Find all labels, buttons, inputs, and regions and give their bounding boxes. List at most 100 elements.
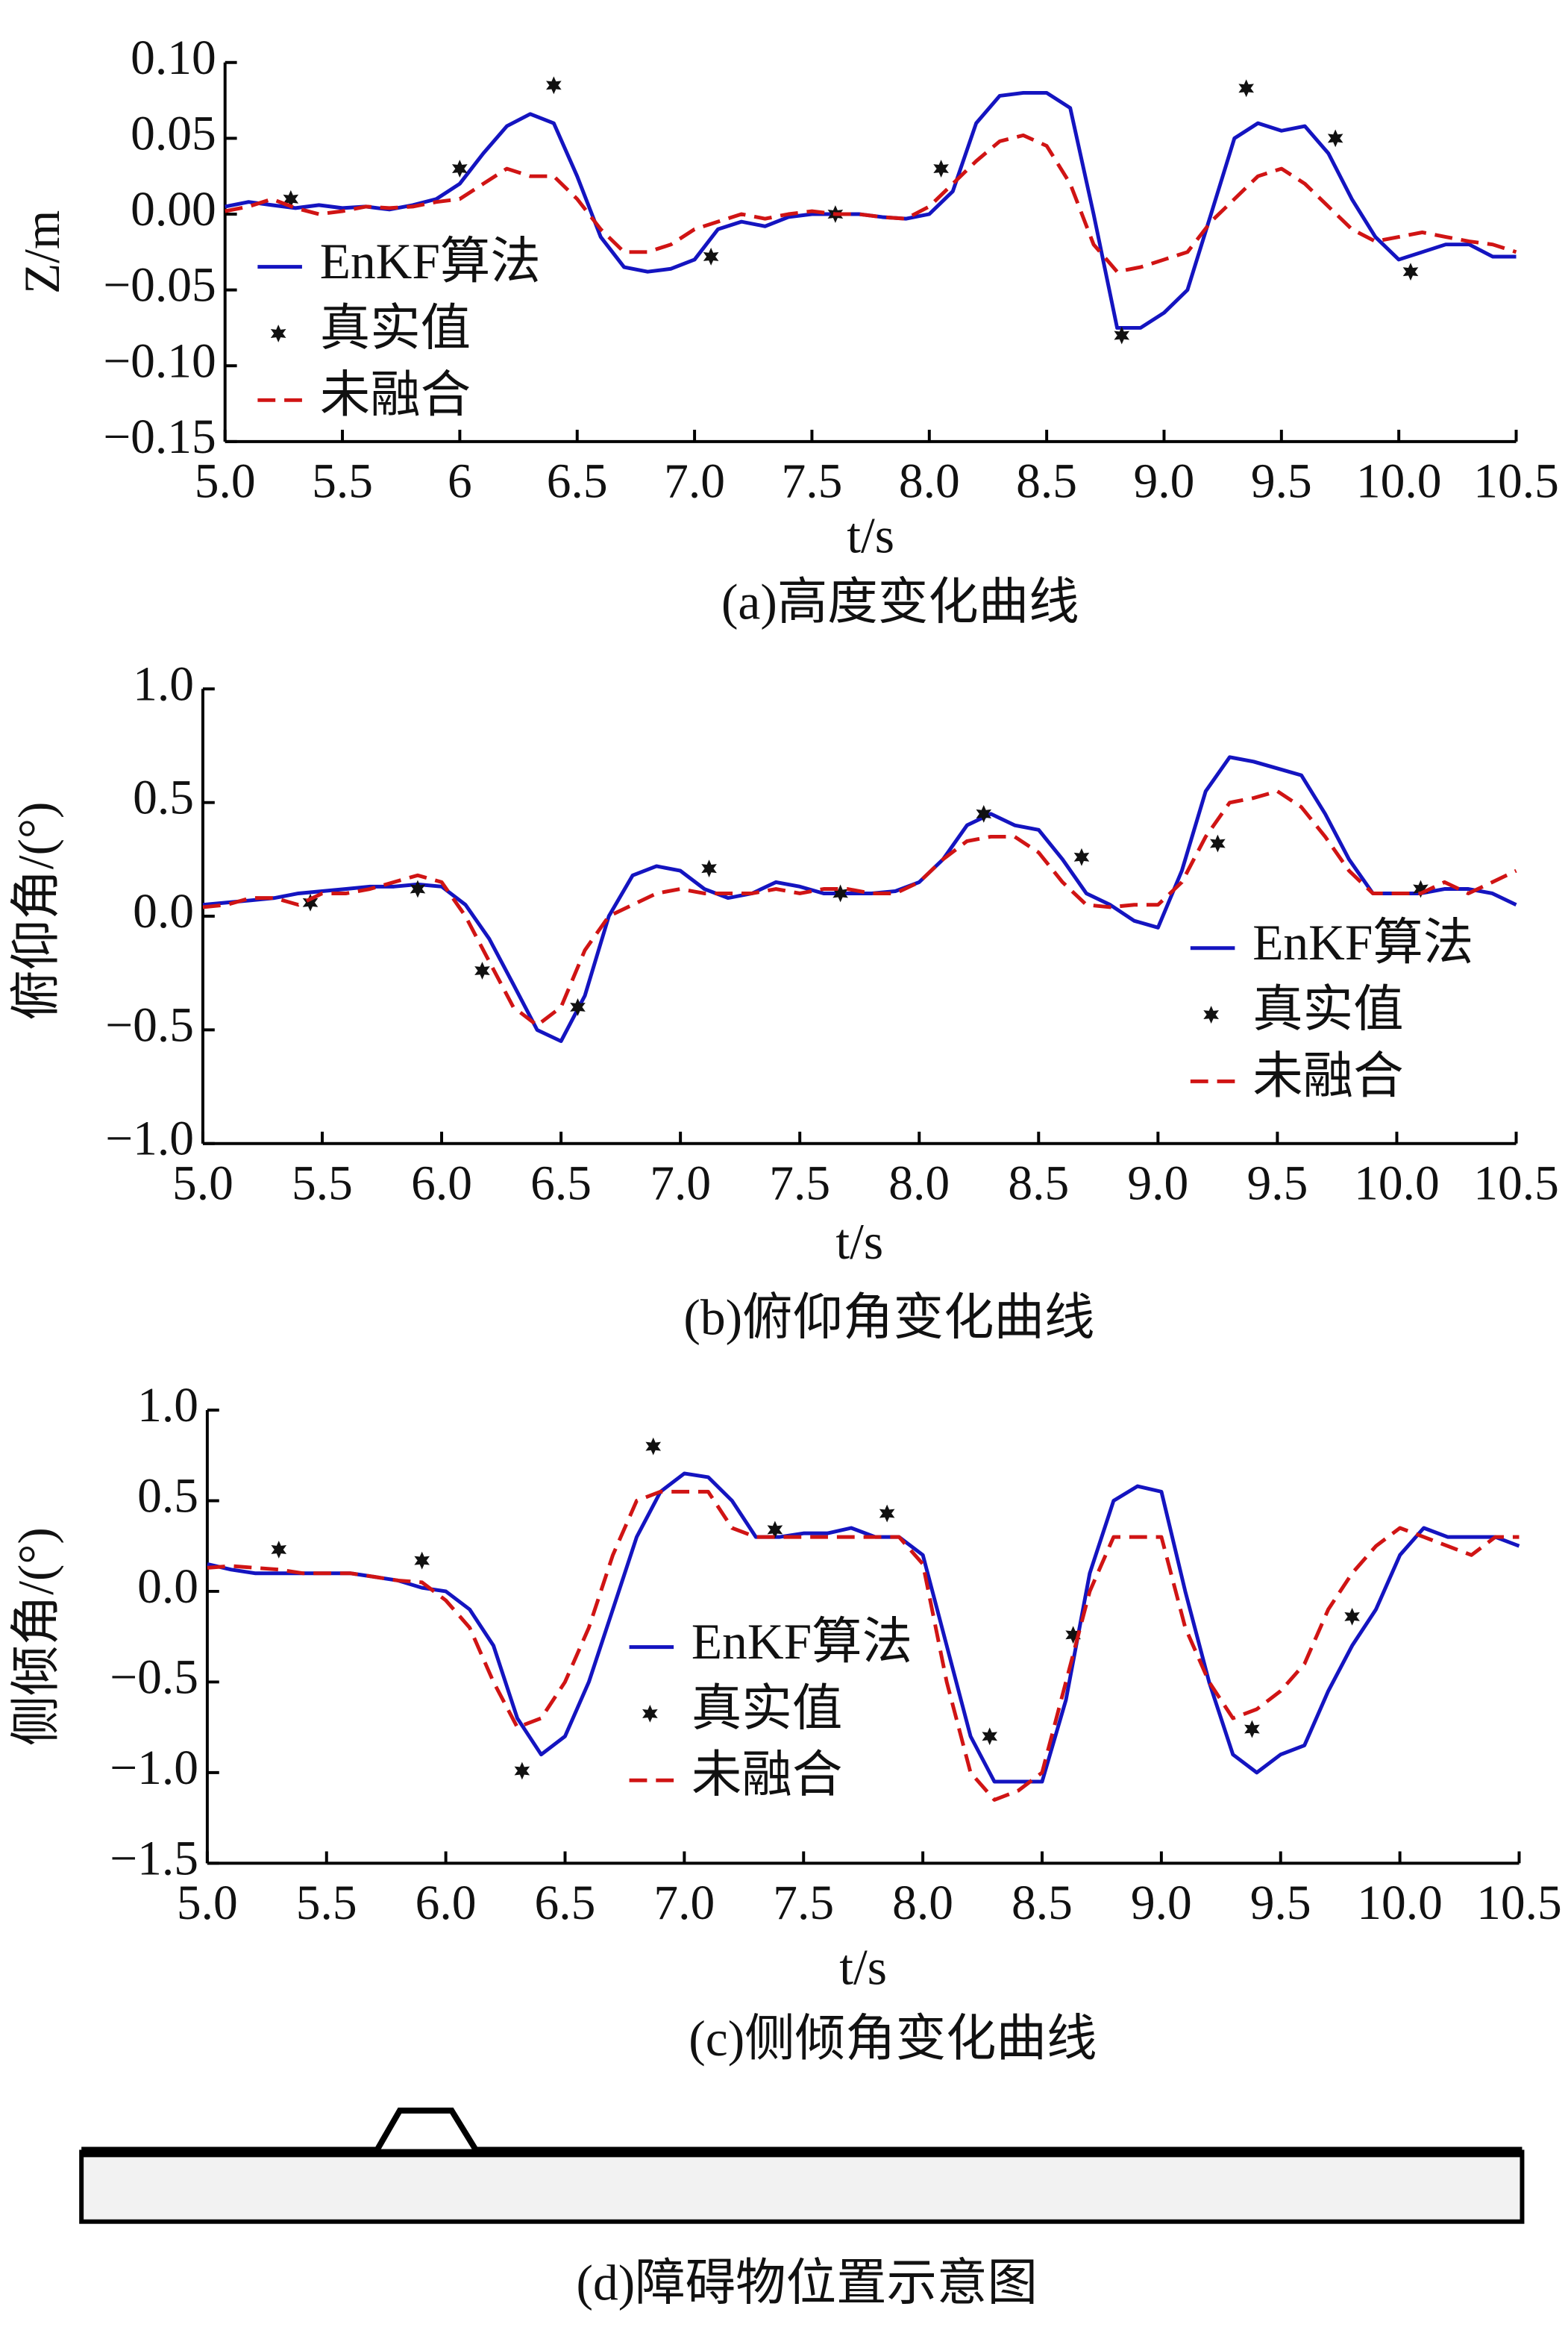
series-line [225,133,1517,274]
true-value-point [1413,880,1429,898]
true-value-point [271,1541,287,1559]
x-tick-label: 5.0 [195,454,256,508]
x-tick-label: 9.0 [1127,1156,1188,1210]
y-tick-label: −0.10 [103,334,216,388]
y-tick-label: −1.0 [110,1741,198,1795]
x-tick-label: 7.5 [782,454,843,508]
x-tick-label: 8.0 [899,454,960,508]
x-tick-label: 7.0 [650,1156,711,1210]
y-tick-label: 1.0 [133,657,194,711]
y-tick-label: 0.05 [131,107,216,160]
legend-marker [1203,1006,1219,1024]
legend-label: 未融合 [692,1747,842,1803]
x-tick-label: 5.0 [177,1876,238,1930]
y-axis-label: 俯仰角/(°) [8,802,64,1021]
x-tick-label: 9.5 [1250,1876,1311,1930]
y-tick-label: 0.00 [131,183,216,237]
series-line [207,1489,1520,1802]
legend-marker [270,325,286,342]
legend-label: EnKF算法 [320,234,541,289]
x-tick-label: 6 [448,454,472,508]
x-tick-label: 8.5 [1016,454,1077,508]
x-tick-label: 10.5 [1473,1156,1559,1210]
x-tick-label: 6.0 [415,1876,477,1930]
x-tick-label: 6.5 [547,454,608,508]
y-tick-label: 1.0 [137,1379,198,1432]
legend-marker [642,1704,658,1723]
y-tick-label: −1.5 [110,1832,198,1885]
true-value-point [1238,79,1255,98]
y-tick-label: 0.5 [137,1470,198,1523]
x-tick-label: 9.5 [1246,1156,1308,1210]
x-tick-label: 10.0 [1357,1876,1443,1930]
true-value-point [451,160,468,178]
x-axis-label: t/s [835,1214,883,1270]
x-tick-label: 6.5 [535,1876,596,1930]
true-value-point [1073,848,1090,866]
x-tick-label: 5.5 [312,454,373,508]
legend-label: EnKF算法 [1252,915,1473,971]
true-value-point [474,962,490,980]
series-line [202,789,1517,1027]
x-tick-label: 6.0 [411,1156,472,1210]
y-tick-label: 0.10 [131,31,216,85]
x-tick-label: 5.5 [296,1876,357,1930]
true-value-point [1327,129,1343,148]
x-axis-label: t/s [847,507,894,563]
y-tick-label: −0.5 [110,1650,198,1704]
obstacle [374,2107,478,2151]
true-value-point [1344,1607,1360,1626]
x-tick-label: 8.0 [888,1156,950,1210]
x-tick-label: 10.5 [1476,1876,1562,1930]
diagram-caption: (d)障碍物位置示意图 [577,2255,1038,2311]
x-tick-label: 9.5 [1251,454,1312,508]
x-tick-label: 5.5 [292,1156,353,1210]
legend-label: 真实值 [692,1680,842,1736]
x-tick-label: 5.0 [172,1156,233,1210]
legend-label: 真实值 [320,300,471,356]
true-value-point [1244,1720,1260,1738]
y-tick-label: 0.0 [137,1560,198,1614]
legend-label: 真实值 [1252,982,1403,1038]
true-value-point [976,804,992,823]
y-tick-label: 0.0 [133,885,194,939]
series-line [207,1471,1520,1784]
true-value-point [414,1551,430,1570]
y-tick-label: −1.0 [105,1112,194,1166]
true-value-point [645,1437,662,1456]
true-value-point [933,160,949,178]
y-axis-label: 侧倾角/(°) [8,1527,64,1746]
chart-caption: (b)俯仰角变化曲线 [683,1289,1094,1345]
chart-caption: (c)侧倾角变化曲线 [689,2011,1097,2067]
legend-label: 未融合 [320,367,471,423]
legend-label: EnKF算法 [692,1614,912,1670]
x-tick-label: 7.0 [664,454,725,508]
x-tick-label: 7.5 [773,1876,834,1930]
true-value-point [1402,263,1419,281]
true-value-point [546,76,562,95]
y-axis-label: Z/m [14,210,70,294]
true-value-point [703,248,719,266]
x-tick-label: 6.5 [530,1156,592,1210]
y-tick-label: 0.5 [133,771,194,825]
x-tick-label: 8.5 [1012,1876,1073,1930]
true-value-point [701,859,717,878]
legend-label: 未融合 [1252,1048,1403,1104]
x-tick-label: 8.5 [1008,1156,1069,1210]
chart-caption: (a)高度变化曲线 [721,574,1079,630]
series-line [202,755,1517,1044]
true-value-point [570,998,586,1016]
true-value-point [410,880,426,898]
true-value-point [283,190,299,208]
x-tick-label: 8.0 [892,1876,953,1930]
y-tick-label: −0.15 [103,410,216,464]
true-value-point [982,1727,998,1746]
x-tick-label: 10.0 [1354,1156,1440,1210]
x-tick-label: 10.0 [1356,454,1442,508]
true-value-point [302,893,319,912]
x-axis-label: t/s [839,1940,887,1996]
true-value-point [1065,1626,1081,1644]
true-value-point [832,884,848,903]
